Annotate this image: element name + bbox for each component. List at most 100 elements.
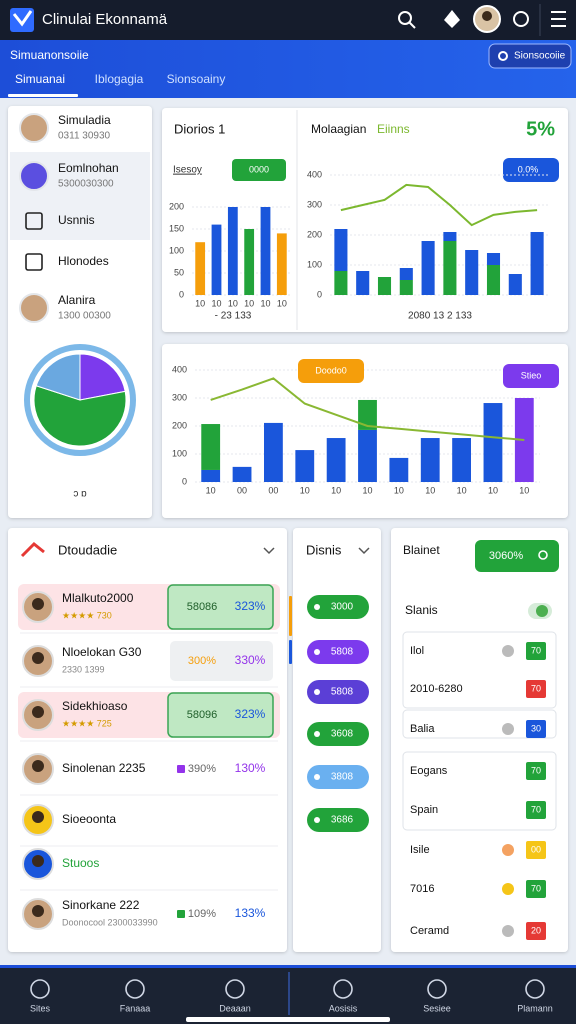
header-button[interactable]	[488, 43, 572, 69]
group-box	[402, 709, 557, 739]
nav-icon	[125, 979, 145, 999]
bar-segment	[399, 280, 413, 295]
pill-label: 3808	[331, 772, 354, 783]
chart-title: Molaagian	[311, 122, 366, 136]
bar-segment	[201, 424, 221, 470]
nav-icon	[30, 979, 50, 999]
row-dot	[502, 645, 514, 657]
nav-label[interactable]: Plamann	[517, 1003, 553, 1013]
bar-segment	[443, 232, 457, 241]
person-name: Mlalkuto2000	[62, 591, 134, 605]
pill-dot	[314, 689, 320, 695]
chart-stat: 5%	[526, 118, 555, 140]
pill[interactable]	[307, 765, 369, 789]
x-tick-label: 10	[362, 485, 372, 495]
tab-indicator	[8, 94, 78, 97]
sidebar-sub: 5300030300	[58, 179, 114, 190]
row-badge	[526, 680, 546, 698]
item-icon	[25, 212, 43, 230]
avatar-head	[32, 905, 44, 917]
y-tick-label: 0	[317, 289, 322, 299]
person-sub: ★★★★ 725	[62, 718, 112, 728]
panel-button[interactable]	[475, 540, 559, 572]
row-badge	[526, 762, 546, 780]
avatar-head	[32, 706, 44, 718]
bar	[195, 242, 206, 295]
bar	[260, 207, 271, 295]
sidebar-sub: 1300 00300	[58, 311, 111, 322]
card	[162, 108, 568, 332]
row-badge-label: 70	[531, 683, 541, 693]
row-label: Isile	[410, 844, 430, 856]
row-label: 2010-6280	[410, 683, 463, 695]
badge	[232, 159, 286, 181]
panel-button-label: 3060%	[489, 550, 523, 562]
y-tick-label: 0	[182, 476, 187, 486]
item-icon	[25, 253, 43, 271]
pie-slice	[35, 353, 81, 401]
mini-mark	[177, 765, 185, 773]
person-sub: 2330 1399	[62, 664, 105, 674]
y-tick-label: 200	[172, 420, 187, 430]
card-title: Blainet	[403, 543, 440, 557]
x-tick-label: 00	[268, 485, 278, 495]
pill[interactable]	[307, 722, 369, 746]
card	[391, 528, 568, 952]
row-label: Ceramd	[410, 925, 449, 937]
pill[interactable]	[307, 640, 369, 664]
line	[210, 377, 525, 441]
card-title: Dtoudadie	[58, 542, 117, 557]
nav-label[interactable]: Deaaan	[219, 1003, 251, 1013]
row-badge	[526, 841, 546, 859]
row-dot	[502, 723, 514, 735]
bar	[276, 233, 287, 295]
bar-segment	[420, 438, 440, 482]
x-tick-label: 10	[244, 298, 254, 308]
pill[interactable]	[307, 595, 369, 619]
avatar-head	[32, 855, 44, 867]
chevron[interactable]	[358, 547, 370, 555]
avatar-head	[32, 598, 44, 610]
pill-dot	[314, 604, 320, 610]
nav-label[interactable]: Sites	[30, 1003, 51, 1013]
header-button-label: Sionsocoiie	[514, 51, 566, 62]
header-title: Simuanonsoiie	[10, 48, 89, 62]
avatar	[19, 113, 49, 143]
home-indicator	[186, 1017, 390, 1022]
sidebar-name: Eomlnohan	[58, 161, 119, 175]
badge-label: Doodo0	[315, 365, 347, 375]
logo-mark	[12, 10, 33, 27]
badge-label: Stieo	[521, 370, 542, 380]
chart-label: Isesoy	[173, 165, 202, 176]
pill[interactable]	[307, 808, 369, 832]
bar	[211, 224, 222, 295]
chevron[interactable]	[263, 547, 275, 555]
value-box	[167, 584, 274, 630]
x-tick-label: 10	[394, 485, 404, 495]
row-badge-label: 00	[531, 844, 541, 854]
row-dot	[502, 883, 514, 895]
bar-segment	[201, 469, 221, 482]
row-label: 7016	[410, 883, 434, 895]
header	[0, 40, 576, 98]
app-title: Clinulai Ekonnamä	[42, 11, 168, 28]
nav-label[interactable]: Sesiee	[423, 1003, 451, 1013]
nav-icon	[427, 979, 447, 999]
person-sub: Doonocool 2300033990	[62, 917, 158, 927]
person-change: 130%	[235, 761, 266, 775]
nav-accent	[0, 965, 576, 968]
donut-ring	[24, 344, 136, 456]
pill-label: 5808	[331, 647, 354, 658]
bar-segment	[443, 241, 457, 295]
chart-title-accent: Eiinns	[377, 122, 410, 136]
row-badge	[526, 720, 546, 738]
nav-label[interactable]: Fanaaa	[120, 1003, 151, 1013]
bar-segment	[377, 277, 392, 295]
person-name: Stuoos	[62, 856, 99, 870]
bar-segment	[530, 232, 544, 295]
x-tick-label: 10	[260, 298, 270, 308]
nav-label[interactable]: Aosisis	[329, 1003, 358, 1013]
edge-accent	[289, 640, 292, 664]
pill[interactable]	[307, 680, 369, 704]
